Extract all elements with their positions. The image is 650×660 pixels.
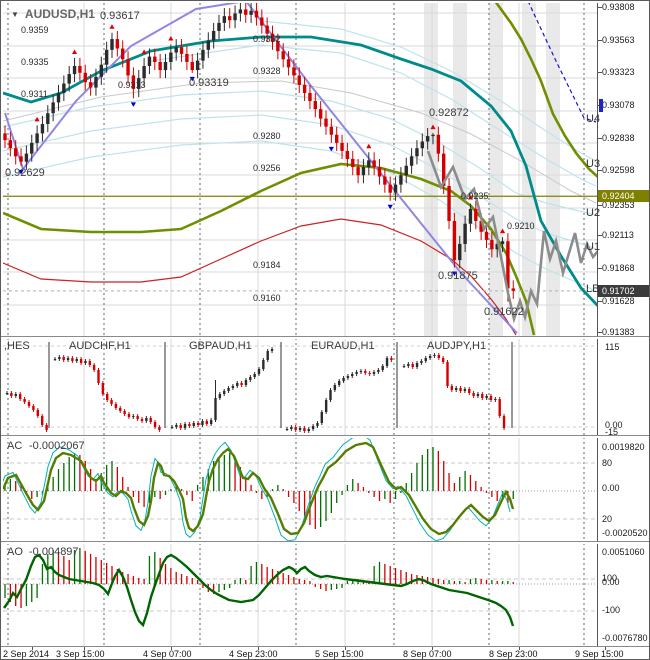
price-annotation: 0.9311 [21, 89, 48, 99]
time-axis-tick [345, 647, 346, 650]
bid-price-badge: 0.91702 [598, 285, 649, 297]
time-axis-label: 3 Sep 15:00 [56, 649, 105, 659]
price-axis-label: 0.91383 [602, 327, 635, 337]
price-axis-label: 0.93078 [602, 100, 635, 110]
time-axis-tick [32, 647, 33, 650]
price-axis-label: 0.93808 [602, 2, 635, 12]
price-annotation: 0.9160 [253, 293, 281, 303]
channel-label-u1: U1 [586, 241, 601, 253]
axis-tick [598, 205, 602, 206]
panel-separator[interactable] [1, 541, 649, 544]
time-axis-tick [432, 647, 433, 650]
indicator-name: AC [7, 440, 23, 452]
osc-axis-label: -100 [602, 605, 621, 615]
time-axis-label: 5 Sep 15:00 [315, 649, 364, 659]
osc-axis-label: 20 [602, 514, 613, 524]
price-annotation: 0.9359 [21, 25, 49, 35]
price-annotation: 0.92629 [5, 167, 45, 179]
time-axis-label: 8 Sep 23:00 [489, 649, 538, 659]
price-annotation: 0.9256 [253, 163, 281, 173]
axis-tick [598, 72, 602, 73]
mini-chart-label: GBPAUD,H1 [189, 340, 252, 352]
price-annotation: 0.9328 [253, 66, 281, 76]
mini-chart-label: EURAUD,H1 [311, 340, 375, 352]
mini-chart-label: ,HES [4, 340, 30, 352]
panel-separator[interactable] [1, 646, 649, 649]
channel-label-u3: U3 [586, 158, 601, 170]
axis-price-marker [599, 99, 603, 112]
axis-tick [598, 40, 602, 41]
mini-chart-label: AUDJPY,H1 [427, 340, 487, 352]
channel-label-u4: U4 [586, 113, 601, 125]
price-axis-label: 0.91628 [602, 296, 635, 306]
price-axis-label: 0.93563 [602, 35, 635, 45]
symbol-period-label: AUDUSD,H1 [24, 7, 95, 21]
price-axis-label: 0.93323 [602, 67, 635, 77]
price-annotation: 0.92872 [429, 107, 469, 119]
time-axis-label: 8 Sep 07:00 [403, 649, 452, 659]
indicator-name: AO [7, 546, 23, 558]
symbol-title: ▼ AUDUSD,H1 [11, 7, 95, 21]
time-axis-label: 4 Sep 23:00 [229, 649, 278, 659]
time-axis-label: 2 Sep 2014 [3, 649, 50, 659]
price-annotation: 0.9335 [21, 57, 49, 67]
osc-axis-label: 100 [602, 573, 618, 583]
panel-separator[interactable] [1, 336, 649, 339]
price-annotation: 0.91875 [438, 270, 478, 282]
chevron-down-icon[interactable]: ▼ [11, 10, 19, 19]
price-annotation: 0.93617 [100, 10, 140, 22]
indicator-value: -0.004897 [29, 546, 79, 558]
price-axis-label: 0.92113 [602, 230, 634, 240]
axis-tick [598, 170, 602, 171]
indicator-value: -0.0002067 [29, 440, 85, 452]
channel-label-lb: LB [586, 283, 600, 295]
axis-tick [598, 138, 602, 139]
mini-chart-label: AUDCHF,H1 [69, 340, 131, 352]
sub-axis-label: 115 [605, 342, 620, 352]
price-annotation: 0.9352 [253, 34, 281, 44]
time-axis-tick [258, 647, 259, 650]
price-axis-border [597, 3, 598, 647]
price-annotation: 0.9210 [507, 221, 535, 231]
price-annotation: 0.9280 [253, 131, 281, 141]
time-axis-label: 9 Sep 15:00 [575, 649, 624, 659]
price-axis-label: 0.92598 [602, 165, 635, 175]
price-axis-label: 0.91868 [602, 263, 635, 273]
osc-axis-label: -0.0076780 [602, 633, 648, 643]
axis-tick [598, 332, 602, 333]
axis-tick [598, 268, 602, 269]
axis-tick [598, 7, 602, 8]
channel-label-u2: U2 [586, 207, 601, 219]
price-axis-label: 0.92353 [602, 200, 635, 210]
time-axis-tick [171, 647, 172, 650]
price-axis-label: 0.92838 [602, 133, 635, 143]
level-price-badge: 0.92404 [598, 190, 649, 202]
axis-tick [598, 235, 602, 236]
osc-axis-label: 0.0051060 [602, 547, 645, 557]
time-axis-label: 4 Sep 07:00 [143, 649, 192, 659]
osc-axis-label: 0.0019820 [602, 442, 645, 452]
price-annotation: 0.91622 [484, 306, 524, 318]
time-axis-tick [605, 647, 606, 650]
time-axis-tick [519, 647, 520, 650]
panel-separator[interactable] [1, 435, 649, 438]
osc-axis-label: 0.00 [602, 483, 620, 493]
price-annotation: 0.9235 [461, 191, 489, 201]
price-annotation: 0.93319 [189, 77, 229, 89]
osc-axis-label: -0.0020520 [602, 528, 648, 538]
sub-axis-label: -15 [605, 427, 619, 437]
axis-tick [598, 301, 602, 302]
time-axis-tick [84, 647, 85, 650]
osc-axis-label: 0.00 [602, 577, 620, 587]
sub-axis-label: 0.00 [605, 420, 623, 430]
osc-axis-label: 80 [602, 458, 613, 468]
price-annotation: 0.9184 [253, 260, 281, 270]
price-annotation: 0.9313 [118, 80, 146, 90]
